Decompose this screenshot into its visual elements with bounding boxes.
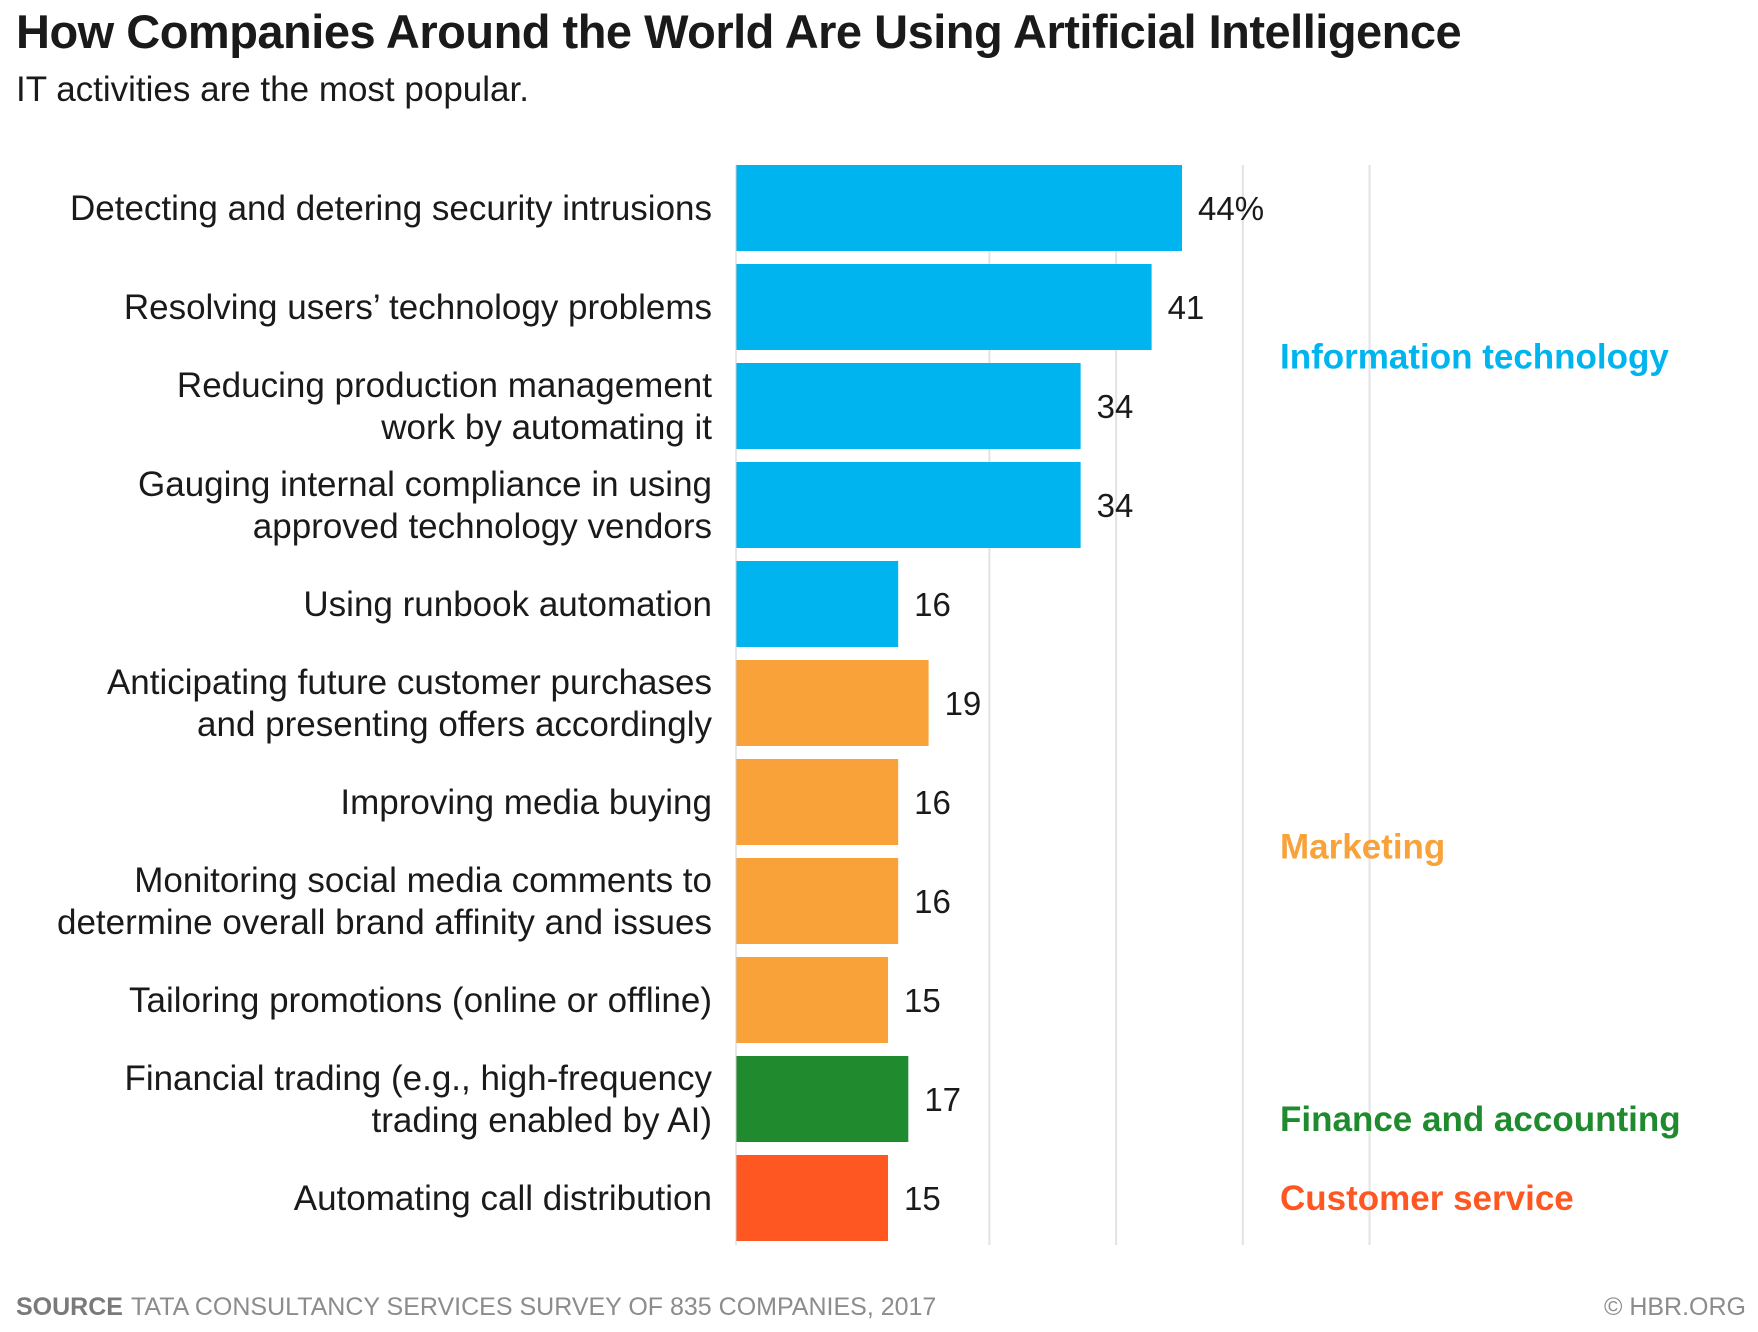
bar	[736, 858, 899, 944]
group-label: Finance and accounting	[1280, 1100, 1681, 1139]
group-label: Marketing	[1280, 828, 1445, 867]
bar	[736, 264, 1152, 350]
value-label: 17	[924, 1081, 961, 1118]
bar	[736, 165, 1182, 251]
value-label: 16	[914, 586, 951, 623]
bar	[736, 462, 1081, 548]
category-label: Reducing production management	[177, 366, 712, 405]
value-label: 16	[914, 784, 951, 821]
category-label: Monitoring social media comments to	[134, 861, 712, 900]
category-label: approved technology vendors	[253, 507, 712, 546]
value-label: 41	[1168, 289, 1205, 326]
category-label: Detecting and detering security intrusio…	[70, 189, 712, 228]
value-label: 15	[904, 1180, 941, 1217]
bar	[736, 759, 899, 845]
value-label: 15	[904, 982, 941, 1019]
category-label: Using runbook automation	[303, 585, 712, 624]
category-label: Anticipating future customer purchases	[107, 663, 712, 702]
value-label: 34	[1097, 487, 1134, 524]
bar	[736, 1155, 889, 1241]
value-label: 44%	[1198, 190, 1264, 227]
category-label: trading enabled by AI)	[371, 1101, 712, 1140]
chart-title: How Companies Around the World Are Using…	[16, 5, 1462, 58]
copyright: © HBR.ORG	[1603, 1293, 1746, 1321]
group-label: Information technology	[1280, 338, 1669, 377]
source-note: SOURCE TATA CONSULTANCY SERVICES SURVEY O…	[16, 1293, 936, 1322]
bar	[736, 660, 929, 746]
bar	[736, 1056, 909, 1142]
category-label: determine overall brand affinity and iss…	[57, 903, 712, 942]
category-label: Gauging internal compliance in using	[138, 465, 712, 504]
value-label: 34	[1097, 388, 1134, 425]
source-text: TATA CONSULTANCY SERVICES SURVEY OF 835 …	[130, 1293, 937, 1321]
category-label: work by automating it	[380, 408, 712, 447]
value-label: 16	[914, 883, 951, 920]
chart-subtitle: IT activities are the most popular.	[16, 70, 529, 109]
bar-chart: 44% Detecting and detering security intru…	[57, 165, 1681, 1245]
bar	[736, 957, 889, 1043]
category-label: Tailoring promotions (online or offline)	[129, 981, 712, 1020]
category-label: Automating call distribution	[294, 1179, 712, 1218]
category-label: Financial trading (e.g., high-frequency	[124, 1059, 712, 1098]
value-label: 19	[945, 685, 982, 722]
source-label: SOURCE	[16, 1293, 123, 1321]
group-label: Customer service	[1280, 1179, 1574, 1218]
category-label: and presenting offers accordingly	[197, 705, 712, 744]
category-label: Improving media buying	[340, 783, 712, 822]
bar	[736, 363, 1081, 449]
category-label: Resolving users’ technology problems	[124, 288, 712, 327]
bar	[736, 561, 899, 647]
